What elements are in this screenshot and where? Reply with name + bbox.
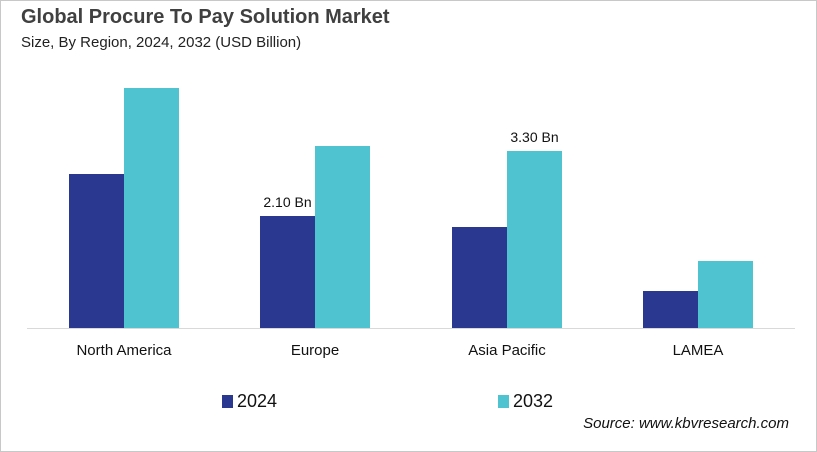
legend-label: 2024 xyxy=(237,391,278,411)
x-tick-label: Europe xyxy=(290,342,340,359)
bar-asia-pacific-2032 xyxy=(507,151,562,328)
bar-europe-2032 xyxy=(315,146,370,328)
data-label: 2.10 Bn xyxy=(263,193,312,210)
legend-swatch-2032 xyxy=(498,395,509,408)
legend-item-2032: 2032 xyxy=(498,391,553,412)
legend-item-2024: 2024 xyxy=(222,391,277,412)
bar-lamea-2032 xyxy=(698,261,753,328)
bar-asia-pacific-2024 xyxy=(452,226,507,328)
x-tick-label: North America xyxy=(76,342,172,359)
x-tick-label: Asia Pacific xyxy=(468,342,546,359)
source-note: Source: www.kbvresearch.com xyxy=(583,415,789,432)
data-label: 3.30 Bn xyxy=(510,129,559,146)
legend-swatch-2024 xyxy=(222,395,233,408)
bar-lamea-2024 xyxy=(643,291,698,328)
x-tick-label: LAMEA xyxy=(672,342,724,359)
legend-label: 2032 xyxy=(513,391,554,411)
bar-north-america-2032 xyxy=(124,87,179,328)
bar-north-america-2024 xyxy=(69,173,124,328)
chart-title: Global Procure To Pay Solution Market xyxy=(21,6,390,28)
chart-subtitle: Size, By Region, 2024, 2032 (USD Billion… xyxy=(21,34,302,51)
x-axis-line xyxy=(27,328,795,329)
bar-europe-2024 xyxy=(260,215,315,328)
